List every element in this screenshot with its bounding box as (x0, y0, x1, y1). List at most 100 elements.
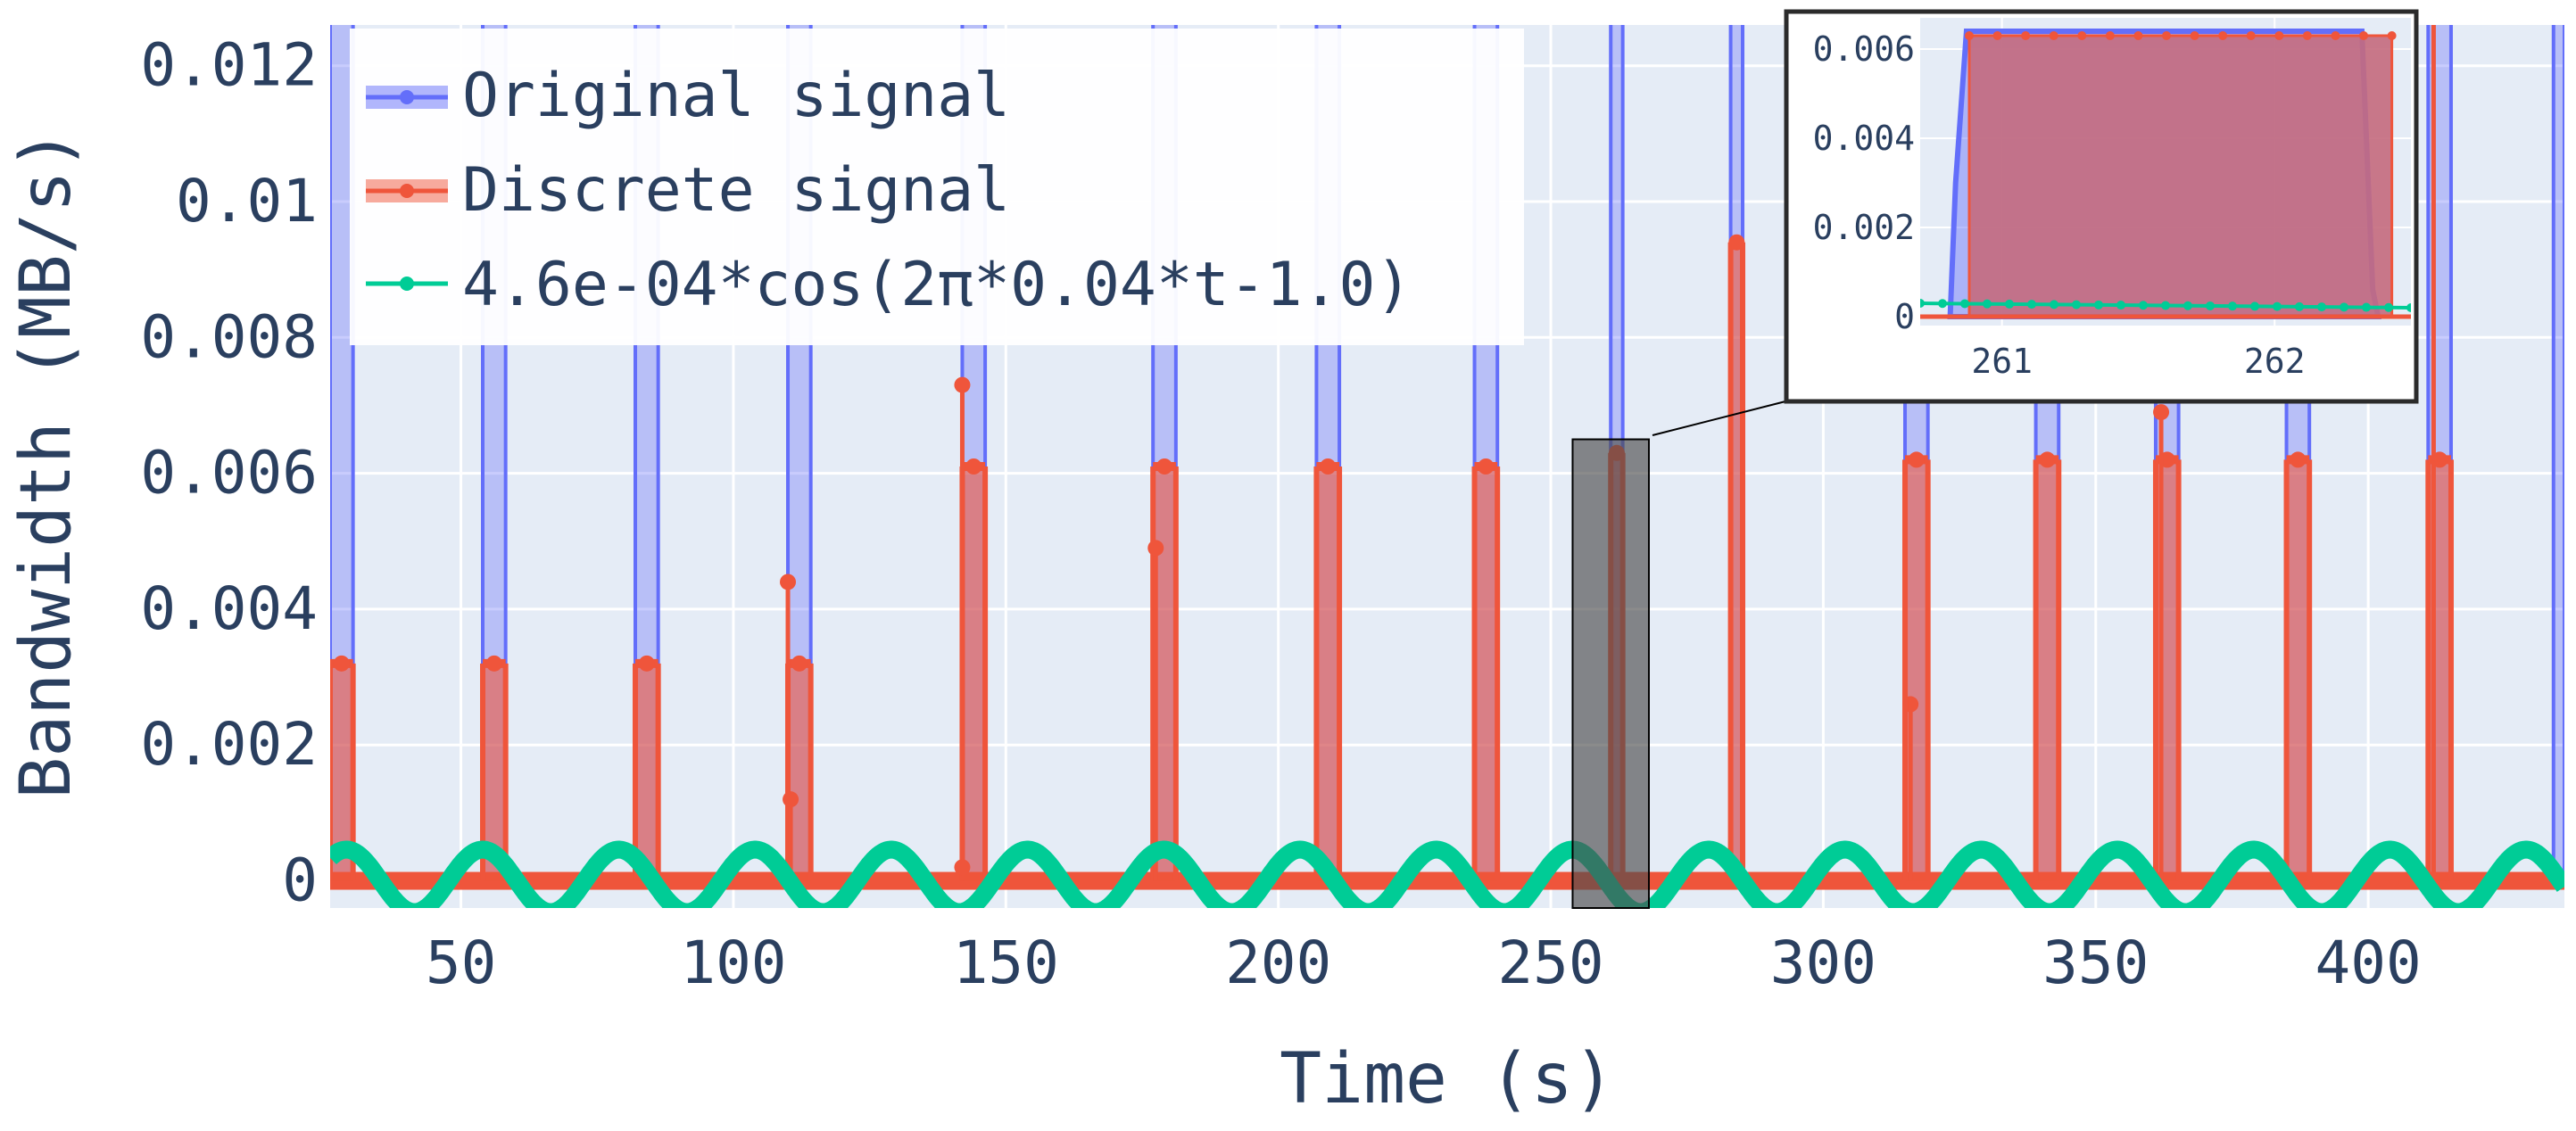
discrete-point (791, 655, 808, 672)
inset-y-tick-label: 0.004 (1813, 119, 1915, 158)
discrete-pulse-fill (2286, 459, 2310, 881)
legend-item-discrete: Discrete signal (366, 155, 1010, 226)
discrete-spike-point (780, 574, 797, 590)
inset-discrete-point (2162, 31, 2172, 40)
discrete-spike-point (954, 376, 971, 393)
inset-cosine-point (2206, 301, 2215, 310)
discrete-point (1728, 234, 1745, 251)
inset-series-cosine-fit (1920, 299, 2411, 312)
x-tick-label: 250 (1497, 929, 1603, 997)
discrete-spike-point (1147, 540, 1164, 557)
inset-discrete-point (2246, 31, 2256, 40)
y-tick-label: 0.012 (140, 31, 318, 100)
legend-item-original: Original signal (366, 61, 1010, 131)
inset-cosine-point (2094, 300, 2103, 310)
highlight-box (1571, 438, 1650, 909)
inset-cosine-point (2005, 299, 2014, 309)
x-tick-label: 400 (2315, 929, 2422, 997)
legend: Original signal Discrete signal 4.6e-04*… (350, 29, 1524, 345)
inset-discrete-point (2331, 31, 2340, 40)
discrete-point (2290, 451, 2307, 468)
inset-y-tick-labels: 0 0.002 0.004 0.006 (1813, 29, 1915, 336)
legend-label-cosine: 4.6e-04*cos(2π*0.04*t-1.0) (462, 250, 1412, 320)
zoom-highlight-region (1571, 438, 1650, 909)
inset-x-tick-label: 262 (2244, 342, 2306, 381)
y-tick-label: 0 (282, 846, 318, 915)
x-tick-label: 200 (1225, 929, 1331, 997)
discrete-spike-point (954, 859, 971, 876)
discrete-point (2039, 451, 2056, 468)
x-tick-label: 150 (953, 929, 1059, 997)
discrete-pulse-fill (1474, 466, 1498, 881)
discrete-point (1908, 451, 1925, 468)
y-tick-label: 0.004 (140, 574, 318, 643)
inset-cosine-point (2406, 303, 2411, 312)
inset-discrete-point (2105, 31, 2115, 40)
inset-cosine-point (2295, 301, 2304, 311)
inset-chart: 0 0.002 0.004 0.006 261 262 (1784, 9, 2419, 404)
inset-cosine-point (2116, 301, 2125, 310)
inset-discrete-area (1967, 34, 2394, 318)
inset-discrete-point (2133, 31, 2143, 40)
legend-label-original: Original signal (462, 61, 1010, 131)
x-tick-label: 100 (680, 929, 786, 997)
inset-discrete-point (2190, 31, 2199, 40)
discrete-point (638, 655, 655, 672)
inset-cosine-point (2384, 302, 2393, 312)
y-axis-title: Bandwidth (MB/s) (6, 128, 87, 798)
inset-cosine-point (2027, 300, 2036, 310)
inset-cosine-point (2183, 301, 2192, 310)
inset-discrete-point (2302, 31, 2312, 40)
legend-label-discrete: Discrete signal (462, 155, 1010, 226)
discrete-point (1320, 458, 1337, 475)
inset-x-tick-labels: 261 262 (1971, 342, 2305, 381)
discrete-pulse-fill (635, 663, 658, 881)
discrete-spike-point (1902, 696, 1919, 713)
discrete-point (1156, 458, 1173, 475)
discrete-pulse-fill (2035, 459, 2059, 881)
legend-item-cosine: 4.6e-04*cos(2π*0.04*t-1.0) (366, 250, 1412, 320)
discrete-point (333, 655, 350, 672)
inset-cosine-point (2072, 300, 2081, 310)
inset-cosine-point (2050, 300, 2058, 310)
zoom-connector-line (1652, 400, 1790, 436)
discrete-point (965, 458, 982, 475)
inset-discrete-point (2359, 31, 2369, 40)
x-tick-label: 350 (2042, 929, 2149, 997)
discrete-spike-point (2153, 404, 2170, 421)
inset-cosine-point (2317, 302, 2326, 312)
inset-cosine-point (2139, 301, 2148, 310)
inset-cosine-point (2273, 301, 2282, 311)
inset-cosine-point (1960, 299, 1969, 309)
inset-discrete-point (2077, 31, 2087, 40)
inset-cosine-point (1920, 299, 1925, 308)
inset-discrete-point (2021, 31, 2031, 40)
inset-discrete-point (2274, 31, 2284, 40)
inset-series-discrete-signal (1920, 31, 2411, 319)
inset-discrete-point (2049, 31, 2058, 40)
y-tick-labels: 0 0.002 0.004 0.006 0.008 0.01 0.012 (140, 31, 318, 915)
y-tick-label: 0.01 (176, 167, 318, 235)
discrete-pulse-fill (962, 466, 986, 881)
inset-discrete-point (2387, 31, 2397, 40)
x-axis-title: Time (s) (1280, 1039, 1615, 1119)
inset-discrete-point (1992, 31, 2002, 40)
discrete-pulse-fill (1730, 242, 1744, 881)
x-tick-label: 300 (1770, 929, 1876, 997)
original-pulse-fill (2553, 25, 2564, 881)
inset-y-tick-label: 0.002 (1813, 208, 1915, 247)
x-tick-label: 50 (426, 929, 496, 997)
y-tick-label: 0.006 (140, 439, 318, 508)
series-cosine-fit (330, 840, 2564, 908)
y-tick-label: 0.002 (140, 710, 318, 779)
inset-discrete-point (1965, 31, 1974, 40)
inset-cosine-point (2362, 302, 2371, 312)
y-tick-label: 0.008 (140, 302, 318, 371)
inset-y-tick-label: 0.006 (1813, 29, 1915, 69)
inset-x-tick-label: 261 (1971, 342, 2033, 381)
inset-cosine-point (1938, 299, 1947, 309)
cosine-curve (330, 840, 2564, 908)
inset-cosine-point (1983, 299, 1992, 309)
discrete-point (1478, 458, 1495, 475)
